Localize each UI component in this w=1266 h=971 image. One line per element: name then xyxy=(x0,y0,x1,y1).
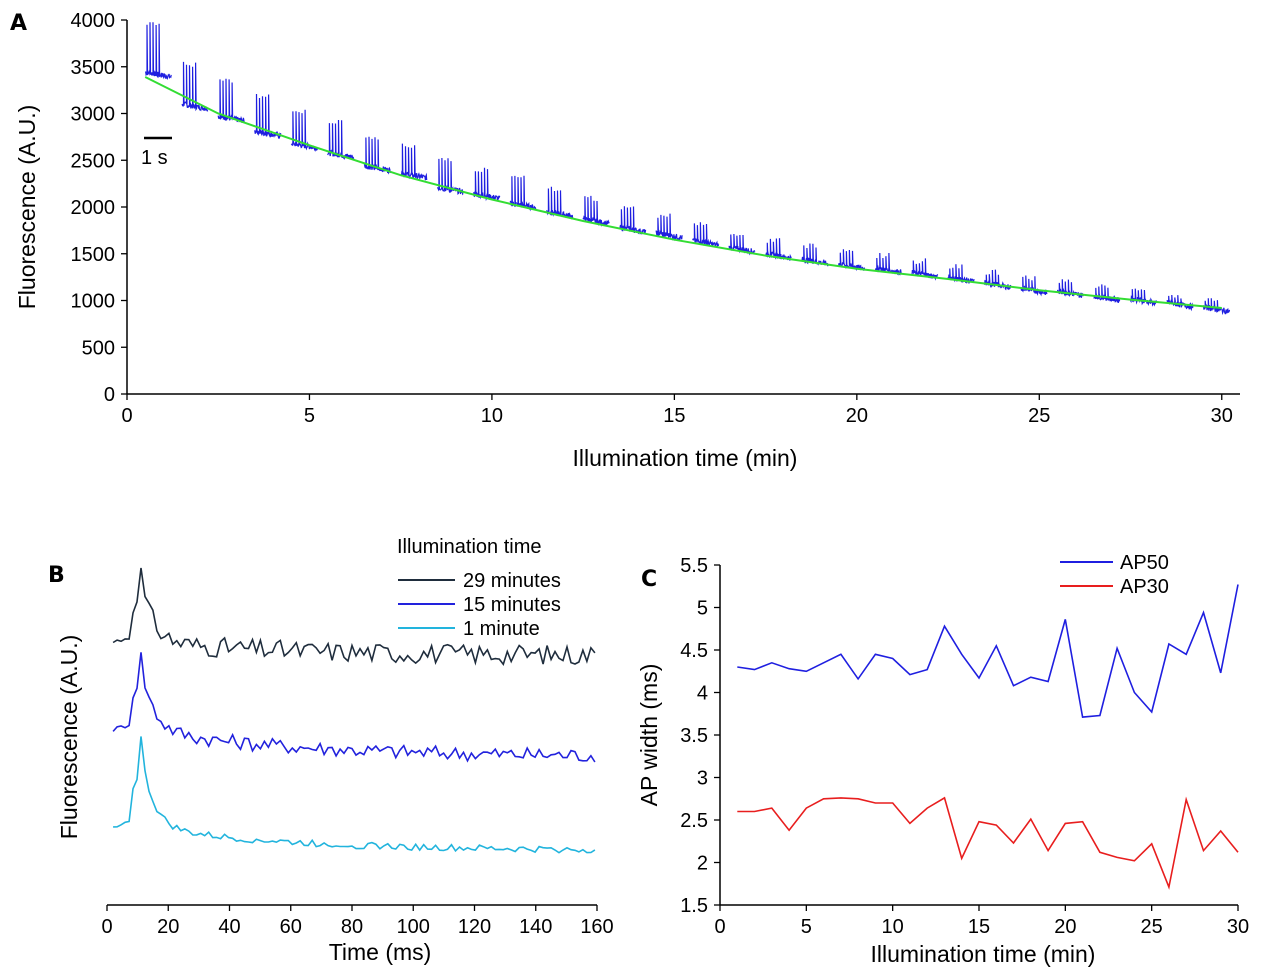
y-tick-label-c: 2 xyxy=(697,853,708,875)
chart-b: 0 20 40 60 80 100 120 140 160 Time (ms) Fluoresc… xyxy=(56,536,614,965)
y-tick-label-c: 4 xyxy=(697,683,708,705)
x-tick-label-a: 20 xyxy=(846,405,868,427)
series-line-ap30 xyxy=(737,796,1239,890)
legend-label-1-minute: 1 minute xyxy=(463,618,540,640)
x-tick-label-c: 25 xyxy=(1141,916,1163,938)
panel-label-a: A xyxy=(10,11,27,36)
legend-title: Illumination time xyxy=(397,536,542,558)
y-tick-label-c: 3 xyxy=(697,768,708,790)
burst-trace xyxy=(874,252,902,276)
x-axis-title-a: Illumination time (min) xyxy=(573,445,798,471)
chart-c: 0 5 10 15 20 25 30 1.5 2 2.5 3 3.5 4 4.5 5 5.5 Illumina… xyxy=(636,552,1249,967)
y-tick-label-a: 3500 xyxy=(71,57,116,79)
x-tick-label-a: 25 xyxy=(1028,405,1050,427)
x-tick-label-c: 5 xyxy=(801,916,812,938)
legend-label-ap50: AP50 xyxy=(1120,552,1169,574)
x-tick-label-b: 100 xyxy=(397,916,430,938)
y-tick-label-a: 1000 xyxy=(71,291,116,313)
x-tick-label-c: 20 xyxy=(1054,916,1076,938)
y-tick-label-a: 0 xyxy=(104,384,115,406)
x-tick-label-b: 40 xyxy=(218,916,240,938)
y-tick-label-c: 2.5 xyxy=(680,810,708,832)
burst-trace xyxy=(436,157,464,196)
burst-trace xyxy=(144,22,172,80)
legend-c: AP50 AP30 xyxy=(1060,552,1169,598)
scale-bar-label: 1 s xyxy=(141,147,168,169)
y-tick-label-a: 2500 xyxy=(71,150,116,172)
x-tick-label-b: 60 xyxy=(280,916,302,938)
legend-b: Illumination time 29 minutes 15 minutes … xyxy=(397,536,561,640)
trace-29-minutes xyxy=(112,567,596,667)
burst-trace xyxy=(217,78,245,124)
x-tick-label-a: 0 xyxy=(121,405,132,427)
panel-label-b: B xyxy=(48,563,65,588)
burst-trace xyxy=(655,213,683,242)
y-tick-label-c: 5.5 xyxy=(680,555,708,577)
x-tick-label-b: 120 xyxy=(458,916,491,938)
y-axis-title-b: Fluorescence (A.U.) xyxy=(56,635,82,840)
burst-trace xyxy=(582,195,610,227)
chart-a: 0 5 10 15 20 25 30 0 500 1000 1500 2000 2500 3000 3500… xyxy=(14,10,1240,471)
y-tick-label-c: 3.5 xyxy=(680,725,708,747)
y-tick-label-a: 3000 xyxy=(71,104,116,126)
burst-trace xyxy=(1093,284,1121,303)
burst-trace xyxy=(181,61,209,112)
y-tick-label-c: 5 xyxy=(697,598,708,620)
series-line-ap50 xyxy=(737,584,1239,718)
x-tick-label-a: 30 xyxy=(1211,405,1233,427)
y-tick-label-a: 1500 xyxy=(71,244,116,266)
fit-curve xyxy=(144,76,1222,309)
burst-trace xyxy=(1020,275,1048,297)
trace-1-minute xyxy=(113,736,596,854)
x-tick-label-b: 140 xyxy=(519,916,552,938)
y-axis-title-a: Fluorescence (A.U.) xyxy=(14,105,40,310)
x-tick-label-a: 10 xyxy=(481,405,503,427)
x-tick-label-a: 5 xyxy=(304,405,315,427)
y-tick-label-a: 4000 xyxy=(71,10,116,32)
x-tick-label-c: 30 xyxy=(1227,916,1249,938)
x-tick-label-b: 20 xyxy=(157,916,179,938)
y-tick-label-a: 500 xyxy=(82,337,115,359)
x-axis-title-b: Time (ms) xyxy=(329,939,432,965)
x-tick-label-b: 160 xyxy=(580,916,613,938)
burst-trace xyxy=(984,269,1012,291)
x-tick-label-b: 80 xyxy=(341,916,363,938)
burst-trace xyxy=(400,143,428,181)
legend-label-29-minutes: 29 minutes xyxy=(463,570,561,592)
x-tick-label-c: 15 xyxy=(968,916,990,938)
x-tick-label-c: 10 xyxy=(882,916,904,938)
legend-label-ap30: AP30 xyxy=(1120,576,1169,598)
y-tick-label-c: 1.5 xyxy=(680,895,708,917)
x-tick-label-b: 0 xyxy=(101,916,112,938)
y-axis-title-c: AP width (ms) xyxy=(636,664,662,807)
burst-trace xyxy=(801,243,829,267)
x-tick-label-a: 15 xyxy=(663,405,685,427)
panel-label-c: C xyxy=(641,567,657,592)
legend-label-15-minutes: 15 minutes xyxy=(463,594,561,616)
trace-15-minutes xyxy=(112,652,596,763)
y-tick-label-c: 4.5 xyxy=(680,640,708,662)
burst-trace xyxy=(1166,294,1194,312)
y-tick-label-a: 2000 xyxy=(71,197,116,219)
x-tick-label-c: 0 xyxy=(714,916,725,938)
x-axis-title-c: Illumination time (min) xyxy=(871,941,1096,967)
